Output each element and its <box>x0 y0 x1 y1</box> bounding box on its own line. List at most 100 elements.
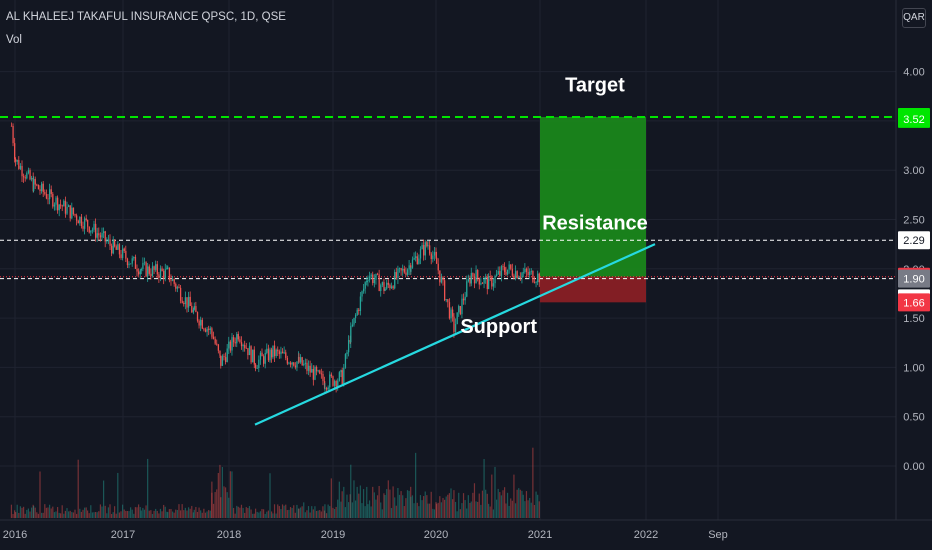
volume-bar <box>271 511 273 518</box>
candle-body <box>510 264 512 269</box>
candle-body <box>242 345 244 347</box>
volume-bar <box>285 504 287 518</box>
volume-bar <box>435 502 437 518</box>
volume-bar <box>24 513 26 518</box>
candle-body <box>143 262 146 264</box>
candle-body <box>258 359 260 368</box>
price-badge-label: 2.29 <box>903 235 924 247</box>
candle-body <box>29 170 31 180</box>
volume-bar <box>277 504 279 518</box>
candle-body <box>504 267 506 273</box>
volume-bar <box>255 508 257 518</box>
candle-body <box>196 312 199 321</box>
volume-bar <box>450 488 452 518</box>
volume-bar <box>122 504 124 518</box>
candle-body <box>164 269 166 279</box>
candle-body <box>26 172 28 179</box>
candle-body <box>492 283 495 287</box>
volume-bar <box>134 507 136 518</box>
volume-bar <box>311 506 313 518</box>
candle-body <box>304 362 307 364</box>
volume-bar <box>240 504 243 518</box>
candle-body <box>408 265 410 270</box>
volume-bar <box>337 499 339 518</box>
candle-body <box>281 351 284 354</box>
candle-body <box>500 266 503 276</box>
candle-body <box>535 282 537 283</box>
candle-body <box>464 296 466 301</box>
candle-body <box>306 362 308 371</box>
volume-bar <box>23 506 25 518</box>
candle-body <box>178 286 180 288</box>
x-tick-label: 2017 <box>111 529 135 541</box>
volume-bar <box>502 490 504 518</box>
volume-bar <box>34 507 36 518</box>
volume-bar <box>208 510 210 518</box>
volume-bar <box>349 494 351 518</box>
candle-body <box>405 272 407 275</box>
volume-bar <box>335 506 337 518</box>
candle-body <box>529 271 531 276</box>
volume-bar <box>145 505 147 518</box>
volume-bar <box>211 481 213 518</box>
candle-body <box>18 160 20 169</box>
candle-body <box>23 176 25 178</box>
candle-body <box>381 282 384 286</box>
candle-body <box>283 352 285 354</box>
candle-body <box>413 257 415 260</box>
volume-bar <box>258 512 260 518</box>
volume-bar <box>333 509 336 518</box>
candle-body <box>161 268 163 271</box>
candle-body <box>228 341 230 349</box>
volume-bar <box>424 491 426 518</box>
candle-body <box>206 328 208 332</box>
volume-bar <box>106 513 108 518</box>
candle-body <box>71 207 73 219</box>
volume-bar <box>61 505 63 518</box>
candle-body <box>256 367 258 369</box>
candle-body <box>322 374 324 382</box>
y-tick-label: 3.00 <box>903 165 924 177</box>
candle-body <box>370 274 372 277</box>
volume-bar <box>19 506 21 518</box>
volume-bar <box>244 512 246 518</box>
volume-bar <box>209 510 211 518</box>
volume-bar <box>148 510 150 518</box>
currency-button[interactable]: QAR <box>902 8 926 28</box>
volume-bar <box>461 503 463 518</box>
volume-bar <box>44 504 46 518</box>
candle-body <box>489 276 491 277</box>
candle-body <box>452 309 454 317</box>
volume-bar <box>299 507 302 518</box>
candle-body <box>347 340 350 353</box>
volume-bar <box>301 506 303 518</box>
volume-bar <box>432 508 434 518</box>
candle-body <box>289 362 292 365</box>
candle-body <box>58 204 60 211</box>
candle-body <box>236 334 238 344</box>
volume-bar <box>229 471 231 518</box>
volume-bar <box>15 512 17 518</box>
candle-body <box>299 357 302 363</box>
candle-body <box>151 266 154 276</box>
candle-body <box>344 354 347 368</box>
volume-bar <box>259 511 261 518</box>
candle-body <box>273 345 276 357</box>
candle-body <box>122 248 124 259</box>
volume-bar <box>200 510 202 518</box>
volume-bar <box>429 503 431 518</box>
candle-body <box>488 276 490 290</box>
candle-body <box>45 193 48 199</box>
volume-indicator-label[interactable]: Vol <box>6 34 22 46</box>
volume-bar <box>266 511 268 518</box>
volume-bar <box>453 490 455 518</box>
candle-body <box>372 274 374 284</box>
volume-bar <box>118 512 120 518</box>
candle-body <box>55 197 57 205</box>
volume-bar <box>168 509 170 518</box>
volume-bar <box>179 510 182 518</box>
price-badge-1.90 <box>898 269 930 288</box>
candle-body <box>107 239 110 242</box>
candle-body <box>307 365 310 371</box>
